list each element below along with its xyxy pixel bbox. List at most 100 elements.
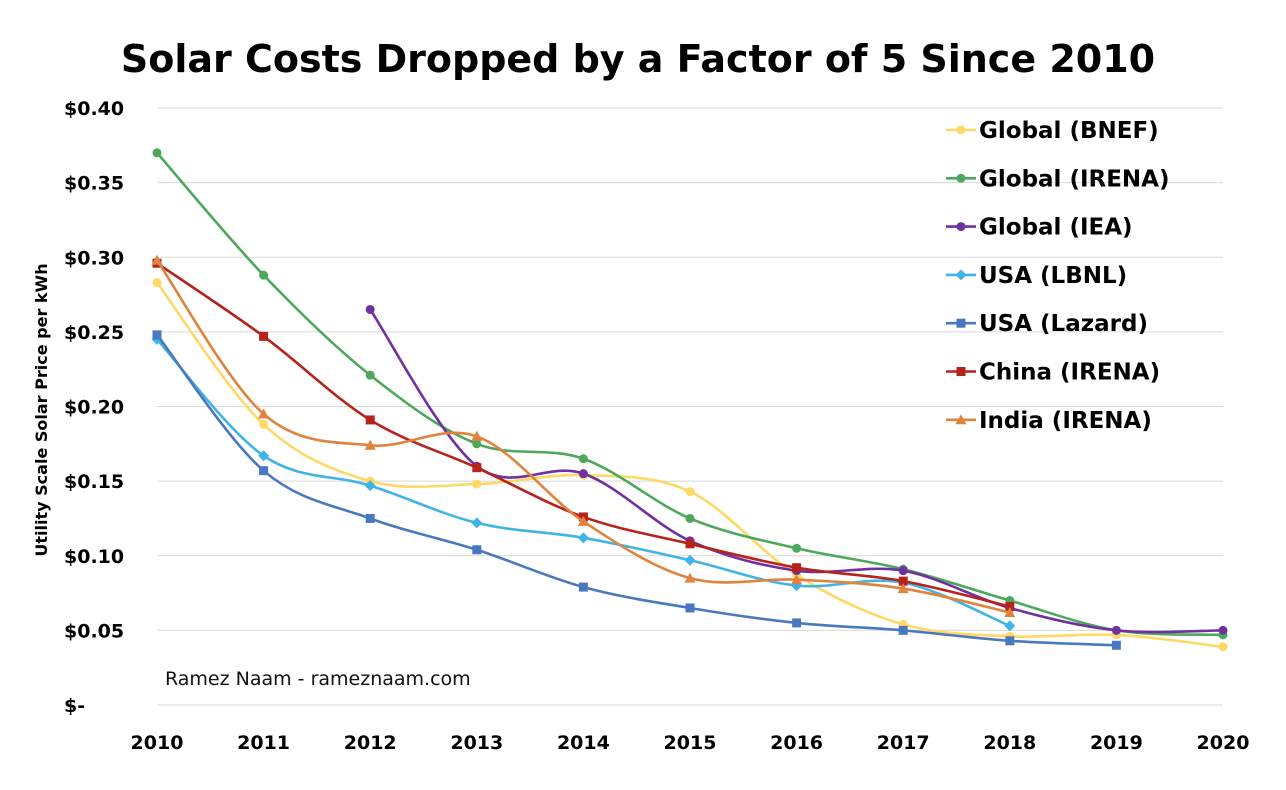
data-point	[1111, 640, 1121, 650]
series-lines	[151, 148, 1228, 652]
x-tick-label: 2018	[983, 732, 1036, 754]
legend-label: China (IRENA)	[979, 360, 1160, 386]
data-point	[1218, 625, 1228, 635]
x-tick-labels: 2010 2011 2012 2013 2014 2015 2016 2017 2018 2019…	[131, 732, 1250, 754]
data-point	[259, 331, 269, 341]
x-tick-label: 2014	[557, 732, 610, 754]
y-tick-label: $0.30	[64, 247, 124, 269]
data-point	[471, 517, 483, 529]
x-tick-label: 2016	[770, 732, 823, 754]
data-point	[792, 543, 802, 553]
data-point	[259, 419, 269, 429]
y-tick-label: $0.25	[64, 322, 124, 344]
legend-swatch-marker	[955, 414, 967, 425]
data-point	[1004, 606, 1016, 617]
data-point	[1218, 642, 1228, 652]
data-point	[365, 304, 375, 314]
series-5	[152, 258, 1015, 611]
series-line	[156, 262, 1011, 608]
legend-entry: China (IRENA)	[946, 360, 1160, 386]
data-point	[472, 479, 482, 489]
series-line	[155, 281, 1224, 649]
data-point	[365, 513, 375, 523]
data-point	[897, 583, 909, 594]
data-point	[685, 513, 695, 523]
x-tick-label: 2017	[877, 732, 930, 754]
legend-swatch-marker	[955, 269, 967, 281]
data-point	[364, 439, 376, 450]
data-point	[684, 572, 696, 583]
y-tick-label: $0.10	[64, 546, 124, 568]
chart-title: Solar Costs Dropped by a Factor of 5 Sin…	[121, 37, 1155, 81]
data-point	[365, 370, 375, 380]
data-point	[364, 480, 376, 492]
data-point	[578, 582, 588, 592]
data-point	[685, 603, 695, 613]
data-point	[152, 148, 162, 158]
data-point	[1004, 620, 1016, 632]
data-point	[791, 574, 803, 585]
legend: Global (BNEF) Global (IRENA) Global (IEA) U…	[946, 118, 1170, 434]
x-tick-label: 2012	[344, 732, 397, 754]
data-point	[1005, 601, 1015, 611]
data-point	[578, 454, 588, 464]
data-point	[472, 439, 482, 449]
series-line	[155, 334, 1117, 647]
data-point	[1111, 625, 1121, 635]
legend-swatch-marker	[956, 125, 966, 135]
x-tick-label: 2010	[131, 732, 184, 754]
legend-swatch-marker	[956, 173, 966, 183]
data-point	[577, 532, 589, 544]
legend-label: India (IRENA)	[979, 408, 1152, 434]
x-tick-label: 2020	[1197, 732, 1250, 754]
legend-swatch-marker	[956, 367, 966, 376]
data-point	[685, 539, 695, 549]
data-point	[258, 450, 270, 462]
legend-label: Global (IEA)	[979, 215, 1133, 241]
data-point	[472, 463, 482, 473]
legend-entry: Global (BNEF)	[946, 118, 1159, 144]
y-tick-label: $0.35	[64, 173, 124, 195]
source-annotation: Ramez Naam - rameznaam.com	[165, 668, 471, 690]
data-point	[471, 430, 483, 441]
y-tick-label: $0.15	[64, 471, 124, 493]
data-point	[258, 408, 270, 419]
legend-label: USA (LBNL)	[979, 263, 1127, 289]
y-tick-label: $0.20	[64, 397, 124, 419]
y-tick-label: $0.05	[64, 620, 124, 642]
y-tick-label: $0.40	[64, 98, 124, 120]
x-tick-label: 2019	[1090, 732, 1143, 754]
legend-swatch-marker	[956, 318, 966, 328]
gridlines	[157, 107, 1223, 706]
legend-entry: Global (IRENA)	[946, 166, 1170, 192]
data-point	[792, 563, 802, 573]
x-tick-label: 2015	[664, 732, 717, 754]
legend-entry: USA (LBNL)	[946, 263, 1127, 289]
data-point	[152, 278, 162, 288]
series-line	[156, 151, 1224, 637]
data-point	[685, 487, 695, 497]
data-point	[472, 545, 482, 555]
data-point	[792, 618, 802, 628]
data-point	[898, 625, 908, 635]
y-tick-labels: $0.40 $0.35 $0.30 $0.25 $0.20 $0.15 $0.10 $0.05…	[64, 98, 124, 717]
data-point	[259, 270, 269, 280]
legend-label: Global (IRENA)	[979, 166, 1170, 192]
legend-swatch-marker	[956, 222, 966, 232]
data-point	[151, 254, 163, 265]
series-4	[152, 330, 1121, 650]
data-point	[577, 515, 589, 526]
data-point	[684, 554, 696, 566]
x-tick-label: 2013	[450, 732, 503, 754]
legend-label: USA (Lazard)	[979, 311, 1148, 337]
y-tick-label: $-	[64, 695, 85, 717]
series-line	[155, 259, 1011, 614]
data-point	[259, 466, 269, 476]
legend-entry: USA (Lazard)	[946, 311, 1148, 337]
data-point	[1005, 636, 1015, 646]
data-point	[578, 469, 588, 479]
x-tick-label: 2011	[237, 732, 290, 754]
legend-entry: India (IRENA)	[946, 408, 1152, 434]
